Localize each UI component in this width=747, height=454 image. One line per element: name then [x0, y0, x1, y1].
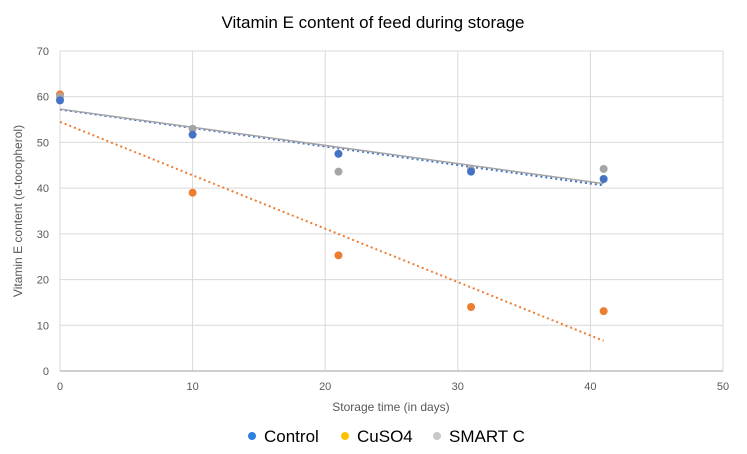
data-points — [56, 90, 608, 316]
y-tick-label: 20 — [37, 275, 49, 287]
trendlines — [59, 108, 605, 342]
grid — [59, 50, 724, 372]
x-tick-label: 40 — [584, 381, 596, 393]
y-tick-label: 70 — [37, 46, 49, 58]
y-tick-label: 30 — [37, 229, 49, 241]
data-point-cuso4 — [188, 188, 197, 197]
y-tick-label: 50 — [37, 137, 49, 149]
x-tick-label: 0 — [57, 381, 63, 393]
y-axis-label: Vitamin E content (α-tocopherol) — [11, 125, 25, 297]
trendline-smart-c — [59, 108, 604, 185]
data-point-control — [188, 130, 197, 139]
x-tick-label: 30 — [452, 381, 464, 393]
chart-title: Vitamin E content of feed during storage — [221, 13, 524, 32]
x-tick-label: 10 — [186, 381, 198, 393]
data-point-control — [467, 167, 476, 176]
tick-labels: 0 10 20 30 40 50 60 70 0 10 20 30 40 50 — [37, 46, 729, 393]
legend-label: Control — [264, 427, 319, 446]
x-tick-label: 50 — [717, 381, 729, 393]
data-point-cuso4 — [334, 251, 343, 260]
legend: Control CuSO4 SMART C — [248, 427, 525, 446]
data-point-control — [56, 96, 64, 105]
data-point-cuso4 — [467, 303, 476, 311]
data-point-smart-c — [188, 124, 197, 133]
y-tick-label: 10 — [37, 320, 49, 332]
trendline-cuso4 — [59, 120, 605, 342]
legend-marker — [341, 432, 349, 440]
data-point-cuso4 — [599, 307, 608, 316]
data-point-smart-c — [599, 164, 608, 173]
legend-label: CuSO4 — [357, 427, 413, 446]
x-tick-label: 20 — [319, 381, 331, 393]
y-tick-label: 40 — [37, 183, 49, 195]
legend-marker — [248, 432, 256, 440]
legend-label: SMART C — [449, 427, 525, 446]
y-tick-label: 0 — [43, 366, 49, 378]
data-point-control — [334, 149, 343, 158]
legend-marker — [433, 432, 441, 440]
data-point-control — [599, 175, 608, 183]
y-tick-label: 60 — [37, 92, 49, 104]
x-axis-label: Storage time (in days) — [332, 400, 449, 414]
data-point-smart-c — [334, 167, 343, 176]
